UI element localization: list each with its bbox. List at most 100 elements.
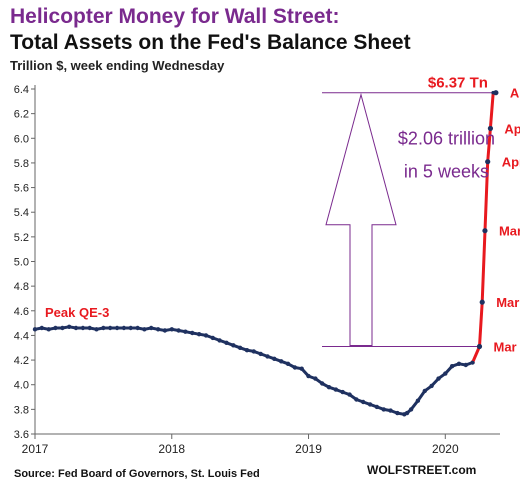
y-axis-label: Trillion $, week ending Wednesday bbox=[10, 58, 225, 73]
data-point bbox=[258, 351, 263, 357]
data-point bbox=[149, 325, 154, 331]
data-point bbox=[443, 371, 448, 376]
data-point bbox=[415, 398, 421, 403]
data-point bbox=[456, 361, 462, 366]
y-tick-label: 5.6 bbox=[14, 183, 29, 195]
data-point bbox=[285, 361, 291, 366]
y-tick-label: 6.4 bbox=[14, 84, 29, 96]
annotation-total: $6.37 Tn bbox=[428, 75, 488, 92]
highlight-point bbox=[493, 90, 499, 96]
data-point bbox=[463, 362, 468, 368]
data-point bbox=[354, 397, 359, 402]
highlight-point bbox=[482, 228, 488, 234]
data-point bbox=[210, 335, 215, 341]
point-label: Apr 15 bbox=[510, 86, 520, 101]
data-point bbox=[340, 389, 345, 395]
chart-subtitle: Total Assets on the Fed's Balance Sheet bbox=[10, 31, 411, 54]
annotation-weeks: in 5 weeks bbox=[404, 162, 489, 182]
data-point bbox=[313, 376, 318, 381]
data-point bbox=[128, 325, 133, 331]
brand-label: WOLFSTREET.com bbox=[367, 463, 477, 477]
data-point bbox=[121, 325, 127, 331]
series-line-1 bbox=[471, 91, 496, 364]
data-point bbox=[53, 325, 58, 331]
data-point bbox=[306, 373, 311, 379]
data-point bbox=[94, 327, 99, 332]
y-tick-label: 3.8 bbox=[14, 404, 29, 416]
data-point bbox=[422, 388, 427, 394]
y-tick-label: 5.8 bbox=[14, 158, 29, 170]
highlight-point bbox=[485, 159, 491, 165]
highlight-point bbox=[479, 299, 485, 305]
x-tick-label: 2017 bbox=[22, 442, 49, 456]
data-point bbox=[333, 387, 339, 392]
data-point bbox=[169, 327, 174, 332]
data-point bbox=[196, 332, 202, 337]
data-point bbox=[367, 402, 373, 407]
data-point bbox=[279, 359, 284, 364]
data-point bbox=[374, 404, 380, 410]
y-tick-label: 4.4 bbox=[14, 330, 29, 342]
data-point bbox=[388, 408, 393, 413]
data-point bbox=[32, 327, 38, 332]
data-point bbox=[87, 325, 92, 331]
data-point bbox=[320, 381, 325, 386]
data-point bbox=[404, 410, 410, 416]
highlight-point bbox=[487, 125, 494, 132]
data-point bbox=[395, 410, 400, 416]
data-point bbox=[251, 349, 256, 354]
point-label: Mar 18 bbox=[496, 295, 520, 310]
annotation-increase: $2.06 trillion bbox=[398, 128, 495, 148]
chart-title: Helicopter Money for Wall Street: bbox=[10, 5, 340, 28]
data-point bbox=[224, 340, 229, 345]
data-point bbox=[265, 354, 270, 359]
data-point bbox=[39, 325, 44, 331]
series-line-0 bbox=[34, 325, 474, 416]
data-point bbox=[155, 327, 161, 332]
data-point bbox=[326, 385, 332, 390]
data-point bbox=[408, 407, 414, 412]
data-point bbox=[299, 366, 304, 371]
data-point bbox=[347, 392, 352, 397]
data-point bbox=[176, 328, 181, 333]
y-tick-label: 5.0 bbox=[14, 257, 29, 269]
x-tick-label: 2020 bbox=[432, 442, 459, 456]
data-point bbox=[203, 333, 209, 338]
y-tick-label: 5.2 bbox=[14, 232, 29, 244]
data-point bbox=[237, 345, 243, 350]
data-point bbox=[217, 338, 222, 343]
data-point bbox=[101, 325, 106, 331]
source-note: Source: Fed Board of Governors, St. Loui… bbox=[14, 468, 260, 480]
data-point bbox=[183, 329, 188, 334]
data-point bbox=[108, 325, 113, 331]
data-point bbox=[436, 376, 441, 381]
data-point bbox=[114, 325, 120, 331]
y-tick-label: 4.2 bbox=[14, 355, 29, 367]
y-tick-label: 6.2 bbox=[14, 109, 29, 121]
highlight-point bbox=[476, 343, 483, 350]
data-point bbox=[162, 328, 168, 333]
point-label: Mar 11 bbox=[493, 340, 520, 355]
data-point bbox=[292, 365, 298, 370]
data-point bbox=[244, 348, 250, 353]
data-point bbox=[135, 325, 140, 331]
data-point bbox=[60, 325, 65, 331]
data-point bbox=[449, 364, 455, 369]
data-point bbox=[231, 343, 236, 348]
data-point bbox=[73, 325, 79, 331]
data-point bbox=[429, 383, 434, 389]
data-point bbox=[142, 327, 147, 332]
y-tick-label: 4.6 bbox=[14, 306, 29, 318]
data-point bbox=[46, 327, 51, 332]
annotation-peak: Peak QE-3 bbox=[45, 305, 109, 320]
data-point bbox=[80, 325, 86, 331]
data-point bbox=[272, 356, 277, 361]
y-tick-label: 3.6 bbox=[14, 429, 29, 441]
x-tick-label: 2019 bbox=[295, 442, 322, 456]
data-point bbox=[381, 407, 386, 412]
y-tick-label: 6.0 bbox=[14, 133, 29, 145]
data-point bbox=[67, 324, 72, 329]
y-tick-label: 4.0 bbox=[14, 380, 29, 392]
x-tick-label: 2018 bbox=[158, 442, 185, 456]
